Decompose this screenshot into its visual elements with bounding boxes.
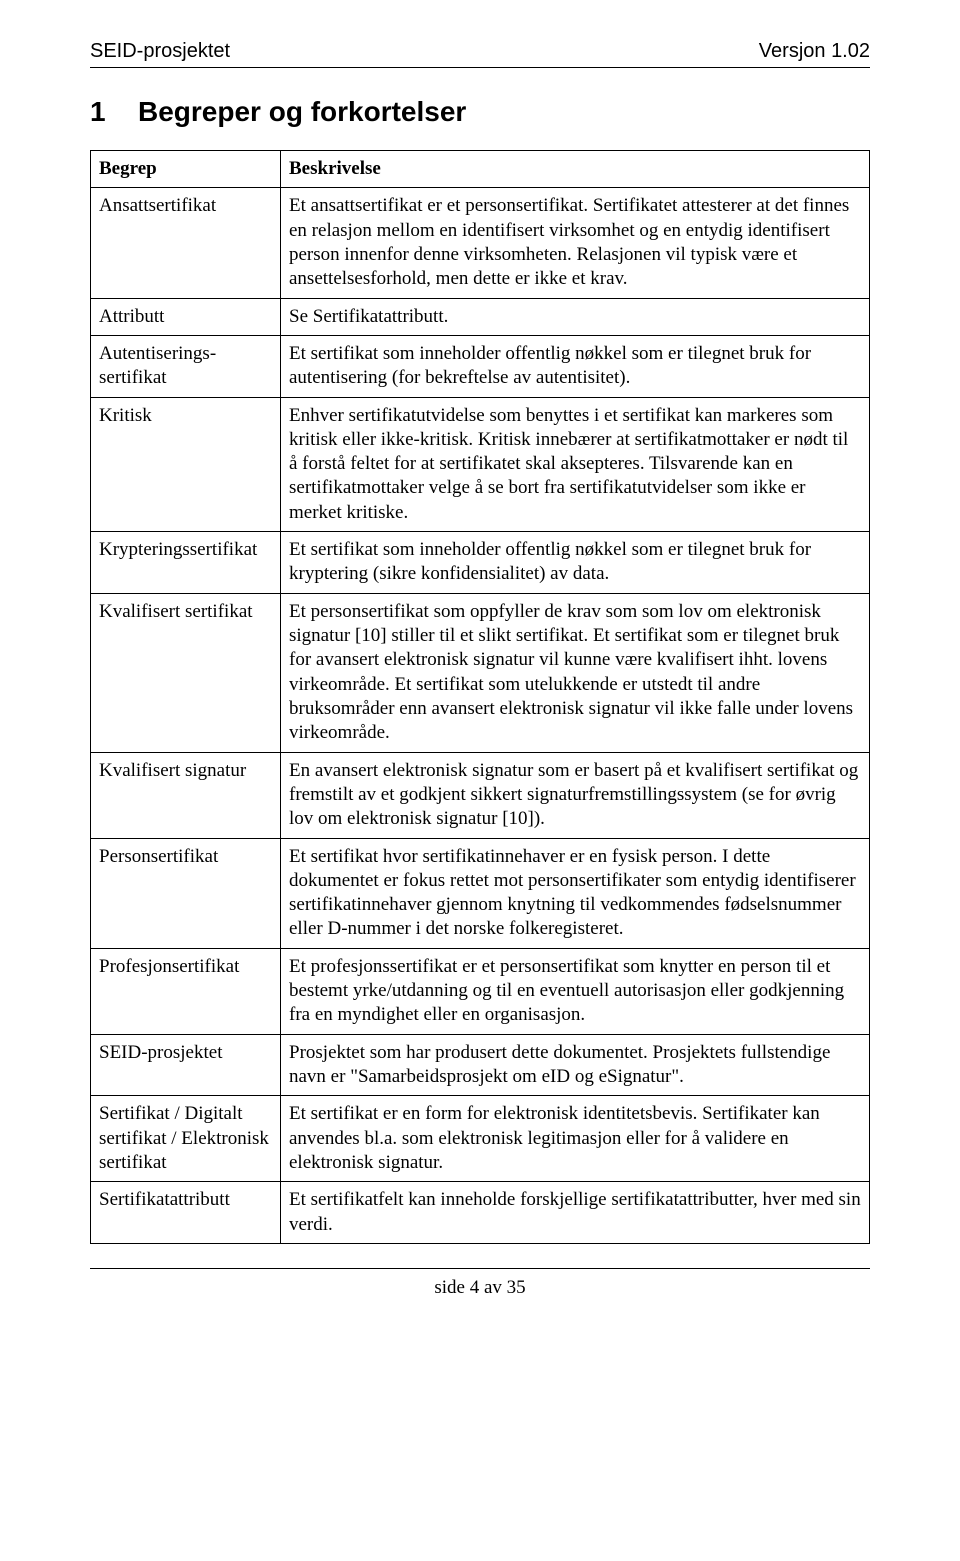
page-footer: side 4 av 35 (90, 1277, 870, 1299)
desc-cell: Et sertifikat er en form for elektronisk… (281, 1096, 870, 1182)
table-row: Attributt Se Sertifikatattributt. (91, 298, 870, 335)
section-heading: 1Begreper og forkortelser (90, 96, 870, 128)
term-cell: Kvalifisert signatur (91, 752, 281, 838)
term-cell: Sertifikat / Digitalt sertifikat / Elekt… (91, 1096, 281, 1182)
table-row: SEID-prosjektet Prosjektet som har produ… (91, 1034, 870, 1096)
desc-cell: Et profesjonssertifikat er et personsert… (281, 948, 870, 1034)
desc-cell: Et sertifikat hvor sertifikatinnehaver e… (281, 838, 870, 948)
header-left: SEID-prosjektet (90, 40, 230, 63)
term-cell: Attributt (91, 298, 281, 335)
section-title-text: Begreper og forkortelser (138, 96, 466, 127)
table-row: Sertifikat / Digitalt sertifikat / Elekt… (91, 1096, 870, 1182)
desc-cell: Prosjektet som har produsert dette dokum… (281, 1034, 870, 1096)
desc-cell: Se Sertifikatattributt. (281, 298, 870, 335)
definitions-table: Begrep Beskrivelse Ansattsertifikat Et a… (90, 150, 870, 1244)
desc-cell: Et sertifikat som inneholder offentlig n… (281, 532, 870, 594)
table-row: Personsertifikat Et sertifikat hvor sert… (91, 838, 870, 948)
table-row: Ansattsertifikat Et ansattsertifikat er … (91, 188, 870, 298)
desc-cell: En avansert elektronisk signatur som er … (281, 752, 870, 838)
table-header-row: Begrep Beskrivelse (91, 151, 870, 188)
term-cell: Sertifikatattributt (91, 1182, 281, 1244)
term-cell: SEID-prosjektet (91, 1034, 281, 1096)
desc-cell: Et ansattsertifikat er et personsertifik… (281, 188, 870, 298)
table-row: Krypteringssertifikat Et sertifikat som … (91, 532, 870, 594)
term-cell: Autentiserings-sertifikat (91, 335, 281, 397)
header-right: Versjon 1.02 (759, 40, 870, 63)
term-cell: Profesjonsertifikat (91, 948, 281, 1034)
desc-cell: Et sertifikatfelt kan inneholde forskjel… (281, 1182, 870, 1244)
col-header-desc: Beskrivelse (281, 151, 870, 188)
term-cell: Kvalifisert sertifikat (91, 593, 281, 752)
header-divider (90, 67, 870, 68)
table-row: Kvalifisert sertifikat Et personsertifik… (91, 593, 870, 752)
footer-divider (90, 1268, 870, 1269)
table-row: Kritisk Enhver sertifikatutvidelse som b… (91, 397, 870, 532)
page: SEID-prosjektet Versjon 1.02 1Begreper o… (0, 0, 960, 1561)
table-row: Sertifikatattributt Et sertifikatfelt ka… (91, 1182, 870, 1244)
table-row: Kvalifisert signatur En avansert elektro… (91, 752, 870, 838)
page-header: SEID-prosjektet Versjon 1.02 (90, 40, 870, 63)
term-cell: Kritisk (91, 397, 281, 532)
term-cell: Personsertifikat (91, 838, 281, 948)
term-cell: Krypteringssertifikat (91, 532, 281, 594)
table-row: Autentiserings-sertifikat Et sertifikat … (91, 335, 870, 397)
desc-cell: Et sertifikat som inneholder offentlig n… (281, 335, 870, 397)
section-number: 1 (90, 96, 138, 128)
term-cell: Ansattsertifikat (91, 188, 281, 298)
col-header-term: Begrep (91, 151, 281, 188)
desc-cell: Et personsertifikat som oppfyller de kra… (281, 593, 870, 752)
desc-cell: Enhver sertifikatutvidelse som benyttes … (281, 397, 870, 532)
table-row: Profesjonsertifikat Et profesjonssertifi… (91, 948, 870, 1034)
